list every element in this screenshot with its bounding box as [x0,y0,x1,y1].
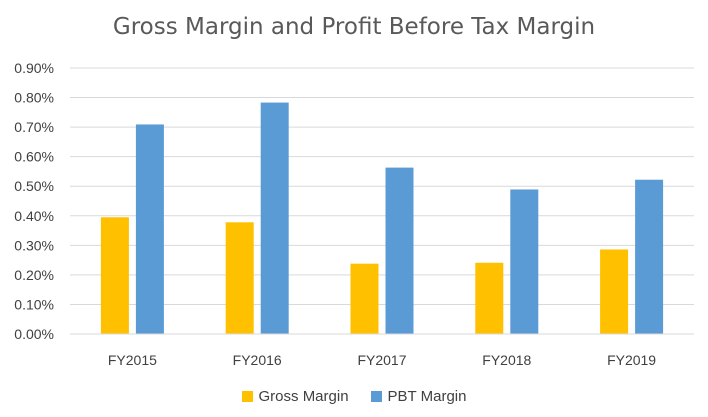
bar-pbt-margin-fy2019 [635,179,664,334]
bar-pbt-margin-fy2017 [385,167,414,334]
y-tick-label: 0.90% [14,60,54,76]
legend-item-gross-margin: Gross Margin [241,388,349,405]
legend: Gross Margin PBT Margin [0,388,708,405]
y-tick-label: 0.60% [14,149,54,165]
bar-pbt-margin-fy2018 [510,189,539,334]
y-tick-label: 0.80% [14,90,54,106]
legend-label-gross-margin: Gross Margin [258,388,349,405]
legend-item-pbt-margin: PBT Margin [370,388,467,405]
x-tick-label: FY2019 [607,352,656,368]
chart-title: Gross Margin and Profit Before Tax Margi… [112,14,596,40]
bar-pbt-margin-fy2015 [135,124,164,334]
bar-gross-margin-fy2016 [225,222,254,334]
bar-gross-margin-fy2015 [100,217,129,334]
y-tick-label: 0.00% [14,326,54,342]
bar-gross-margin-fy2017 [350,263,379,334]
y-tick-label: 0.10% [14,296,54,312]
bar-gross-margin-fy2019 [600,249,629,334]
x-tick-label: FY2016 [233,352,282,368]
legend-label-pbt-margin: PBT Margin [387,388,467,405]
y-tick-label: 0.30% [14,237,54,253]
legend-swatch-gross-margin [241,391,253,402]
y-tick-label: 0.50% [14,178,54,194]
legend-swatch-pbt-margin [370,391,382,402]
y-tick-label: 0.20% [14,267,54,283]
x-tick-label: FY2017 [357,352,406,368]
bar-gross-margin-fy2018 [475,262,504,334]
y-tick-label: 0.70% [14,119,54,135]
x-tick-label: FY2015 [108,352,157,368]
y-tick-label: 0.40% [14,208,54,224]
x-tick-label: FY2018 [482,352,531,368]
bar-pbt-margin-fy2016 [260,102,289,334]
